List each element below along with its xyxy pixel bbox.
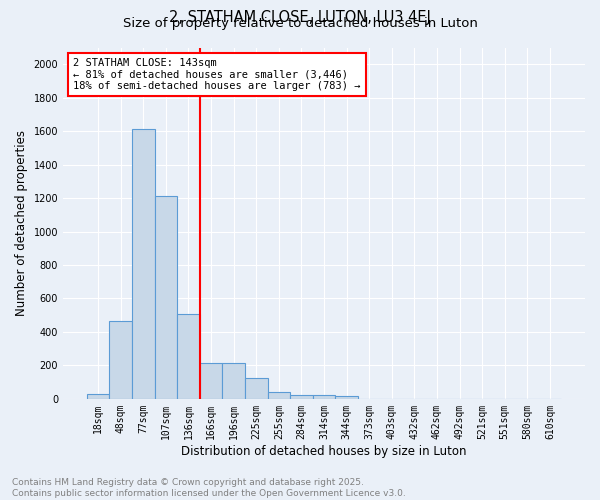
Bar [290,394,313,399]
Bar [87,394,109,399]
Bar [223,363,245,399]
Bar [177,314,200,399]
Text: 2 STATHAM CLOSE: 143sqm
← 81% of detached houses are smaller (3,446)
18% of semi: 2 STATHAM CLOSE: 143sqm ← 81% of detache… [73,58,361,91]
Bar [200,363,223,399]
Bar [109,321,132,399]
Bar [313,396,335,399]
Bar [335,396,358,399]
X-axis label: Distribution of detached houses by size in Luton: Distribution of detached houses by size … [181,444,467,458]
Bar [268,392,290,399]
Text: Contains HM Land Registry data © Crown copyright and database right 2025.
Contai: Contains HM Land Registry data © Crown c… [12,478,406,498]
Bar [155,196,177,399]
Y-axis label: Number of detached properties: Number of detached properties [15,130,28,316]
Text: Size of property relative to detached houses in Luton: Size of property relative to detached ho… [122,18,478,30]
Text: 2, STATHAM CLOSE, LUTON, LU3 4EJ: 2, STATHAM CLOSE, LUTON, LU3 4EJ [169,10,431,25]
Bar [245,378,268,399]
Bar [132,130,155,399]
